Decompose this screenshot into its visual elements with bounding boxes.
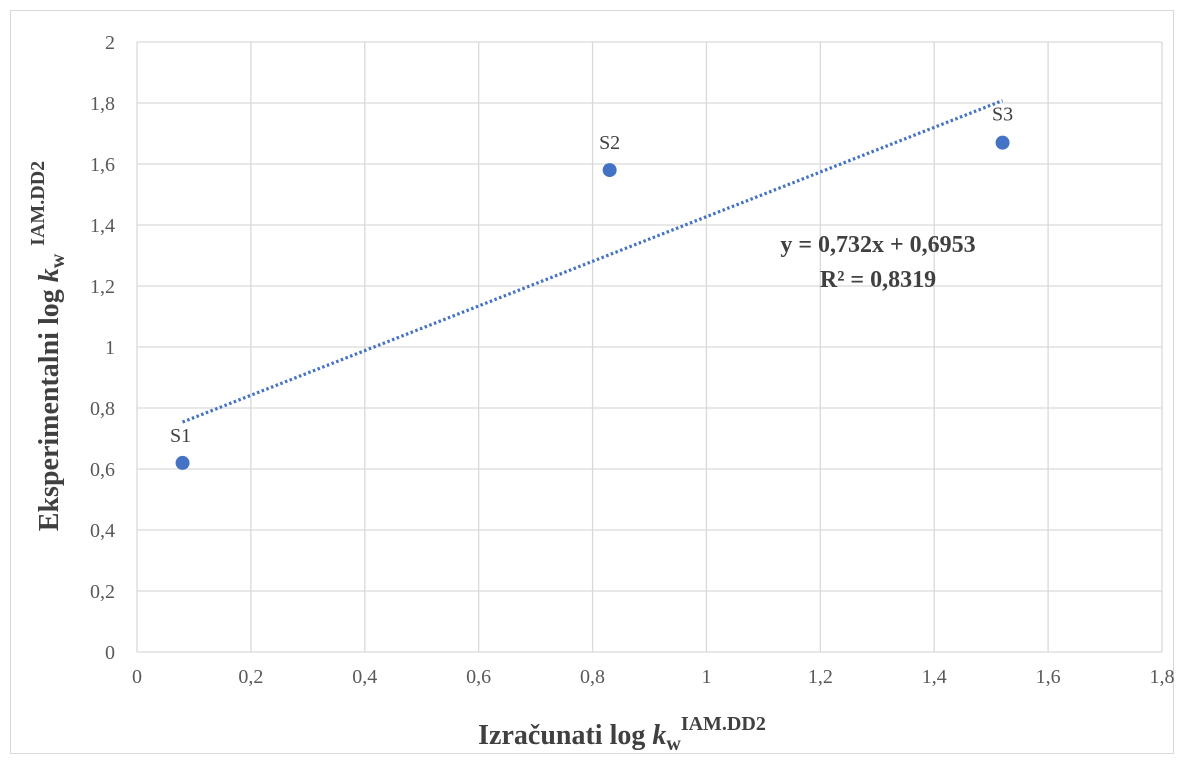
y-axis-title: Eksperimentalni log kw IAM.DD2 — [27, 161, 69, 531]
y-tick-label: 0,6 — [90, 459, 115, 481]
x-tick-label: 0,4 — [352, 666, 377, 688]
trendline-group — [181, 99, 1004, 424]
x-tick-label: 1,4 — [922, 666, 947, 688]
y-tick-label: 1,4 — [90, 215, 115, 237]
data-point-s3 — [995, 135, 1010, 150]
grid — [136, 41, 1163, 653]
x-tick-label: 0,2 — [238, 666, 263, 688]
y-tick-label: 1 — [105, 337, 115, 359]
x-axis-title-sup: IAM.DD2 — [681, 713, 766, 735]
point-labels: S1 S2 S3 — [170, 104, 1013, 447]
point-label-s1: S1 — [170, 425, 191, 447]
trendline — [181, 99, 1004, 424]
y-axis-title-sub: w — [47, 253, 69, 268]
x-axis-title-sub: w — [666, 733, 681, 755]
x-axis-title-k: k — [652, 720, 666, 751]
y-tick-label: 0,2 — [90, 581, 115, 603]
y-tick-label: 0 — [105, 642, 115, 664]
x-tick-label: 1,2 — [808, 666, 833, 688]
point-label-s2: S2 — [599, 132, 620, 154]
y-axis-title-sup: IAM.DD2 — [27, 161, 49, 246]
x-tick-label: 1,8 — [1150, 666, 1175, 688]
data-points — [175, 135, 1010, 470]
data-point-s1 — [175, 455, 190, 470]
y-axis-title-k: k — [34, 268, 65, 282]
y-tick-label: 1,6 — [90, 154, 115, 176]
trendline-r-squared: R² = 0,8319 — [820, 267, 936, 293]
x-tick-label: 0,8 — [580, 666, 605, 688]
y-tick-label: 0,8 — [90, 398, 115, 420]
y-tick-label: 1,2 — [90, 276, 115, 298]
x-axis-title: Izračunati log kwIAM.DD2 — [478, 713, 766, 755]
y-tick-label: 2 — [105, 32, 115, 54]
y-tick-label: 1,8 — [90, 93, 115, 115]
x-tick-labels: 0 0,2 0,4 0,6 0,8 1 1,2 1,4 1,6 1,8 — [132, 666, 1175, 688]
x-tick-label: 1,6 — [1036, 666, 1061, 688]
y-tick-labels: 0 0,2 0,4 0,6 0,8 1 1,2 1,4 1,6 1,8 2 — [90, 32, 115, 664]
y-axis-title-main: Eksperimentalni log — [34, 282, 65, 531]
x-tick-label: 0,6 — [466, 666, 491, 688]
trendline-equation: y = 0,732x + 0,6953 — [780, 232, 975, 258]
y-tick-label: 0,4 — [90, 520, 115, 542]
point-label-s3: S3 — [992, 104, 1013, 126]
x-axis-title-main: Izračunati log — [478, 720, 652, 751]
x-tick-label: 1 — [701, 666, 711, 688]
x-tick-label: 0 — [132, 666, 142, 688]
data-point-s2 — [602, 163, 617, 178]
